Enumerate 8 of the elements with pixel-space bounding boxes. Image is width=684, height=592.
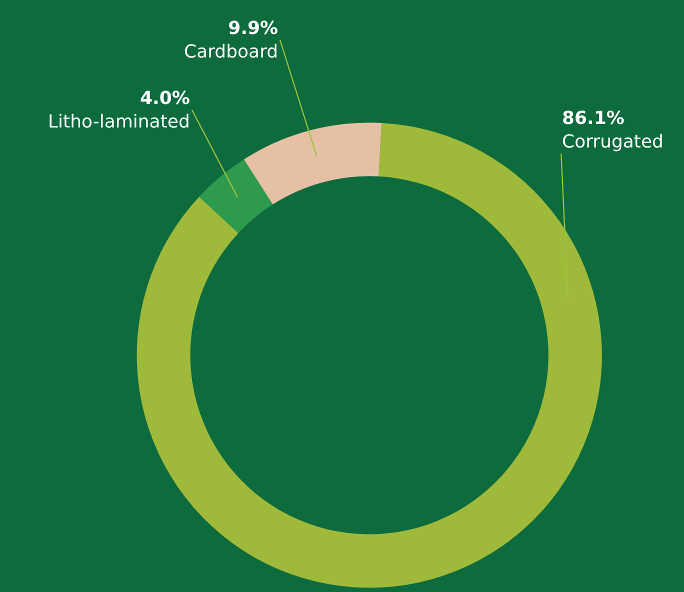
- data-label: 86.1%: [562, 108, 624, 129]
- slice-label: Corrugated: [562, 131, 664, 152]
- donut-slice: [244, 122, 382, 204]
- slice-label: Litho-laminated: [48, 111, 190, 132]
- donut-slice: [199, 159, 273, 234]
- slice-label: Cardboard: [184, 41, 278, 62]
- data-label: 4.0%: [140, 88, 190, 109]
- data-label: 9.9%: [228, 18, 278, 39]
